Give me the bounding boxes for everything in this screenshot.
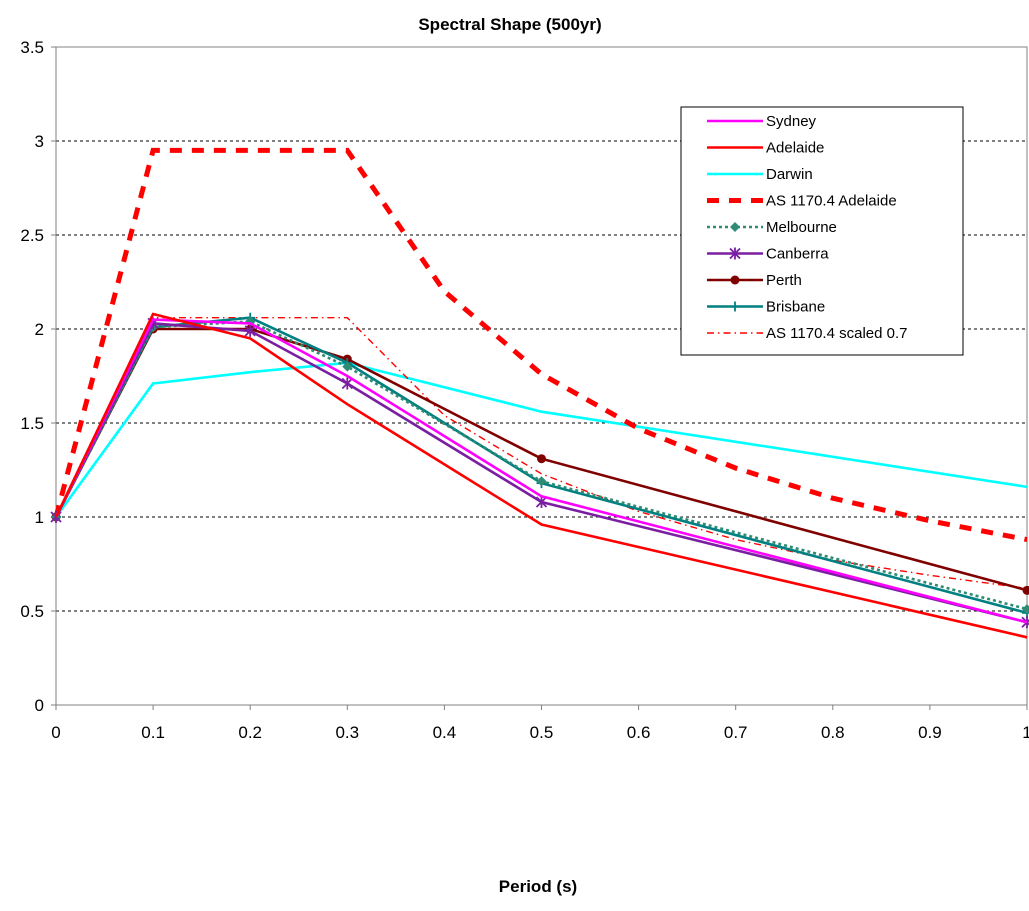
- legend-marker-brisbane: [730, 301, 740, 312]
- x-tick-label-3: 0.3: [335, 723, 359, 742]
- series-line-sydney: [54, 318, 1028, 624]
- x-tick-label-2: 0.2: [238, 723, 262, 742]
- axes: 0 0.5 1 1.5 2 2.5 3 3.5 0 0.1 0.2 0.3 0.4 0.5 0.6 0.7 0.…: [20, 38, 1029, 742]
- x-axis-title: Period (s): [499, 877, 577, 896]
- point-canberra-2: [244, 324, 256, 337]
- x-tick-label-1: 0.1: [141, 723, 165, 742]
- legend-entry-darwin: Darwin: [707, 166, 813, 183]
- x-tick-label-5: 0.5: [530, 723, 554, 742]
- series-line-as-1170-4-scaled-0-7: [55, 317, 1028, 590]
- y-tick-label-3: 1.5: [20, 414, 44, 433]
- series-line-melbourne: [54, 320, 1028, 611]
- x-tick-label-6: 0.6: [627, 723, 651, 742]
- series-line-darwin: [54, 361, 1028, 518]
- legend-marker-perth: [730, 275, 740, 285]
- legend-label-adelaide: Adelaide: [766, 140, 824, 157]
- legend-label-darwin: Darwin: [766, 166, 813, 183]
- point-melbourne-5: [1022, 604, 1029, 615]
- series-as-1170-4-scaled-0-7: [55, 317, 1028, 590]
- y-tick-label-1: 0.5: [20, 602, 44, 621]
- legend-marker-canberra: [729, 247, 741, 260]
- series-as-1170-4-adelaide: [53, 147, 1028, 543]
- y-tick-label-6: 3: [35, 132, 44, 151]
- y-tick-label-5: 2.5: [20, 226, 44, 245]
- y-tick-label-2: 1: [35, 508, 44, 527]
- x-tick-label-8: 0.8: [821, 723, 845, 742]
- y-tick-label-7: 3.5: [20, 38, 44, 57]
- series-line-as-1170-4-adelaide: [53, 147, 1028, 543]
- series-adelaide: [54, 312, 1028, 639]
- legend-box: [680, 106, 964, 356]
- series-sydney: [54, 318, 1028, 624]
- legend-entry-as-1170-4-scaled-0-7: AS 1170.4 scaled 0.7: [707, 325, 908, 342]
- x-tick-label-4: 0.4: [433, 723, 457, 742]
- legend-label-canberra: Canberra: [766, 246, 829, 263]
- legend-entry-as-1170-4-adelaide: AS 1170.4 Adelaide: [707, 193, 897, 210]
- series-group: [50, 147, 1029, 639]
- point-canberra-3: [341, 377, 353, 390]
- legend-entry-melbourne: Melbourne: [707, 219, 837, 236]
- point-perth-5: [1022, 585, 1029, 595]
- x-tick-label-0: 0: [51, 723, 60, 742]
- legend-entry-canberra: Canberra: [707, 246, 829, 263]
- legend-label-brisbane: Brisbane: [766, 299, 825, 316]
- legend-entry-sydney: Sydney: [707, 113, 817, 130]
- legend-label-as-1170-4-adelaide: AS 1170.4 Adelaide: [766, 193, 897, 210]
- series-perth: [51, 324, 1029, 595]
- series-line-adelaide: [54, 312, 1028, 639]
- legend-entry-brisbane: Brisbane: [707, 299, 825, 316]
- series-darwin: [54, 361, 1028, 518]
- point-canberra-4: [535, 495, 548, 508]
- legend-label-sydney: Sydney: [766, 113, 817, 130]
- legend-label-as-1170-4-scaled-0-7: AS 1170.4 scaled 0.7: [766, 325, 908, 342]
- chart-title: Spectral Shape (500yr): [418, 15, 601, 34]
- x-tick-label-10: 1: [1022, 723, 1029, 742]
- y-tick-label-4: 2: [35, 320, 44, 339]
- legend: Sydney Adelaide Darwin AS 1170.4 Adelaide Me…: [680, 106, 964, 356]
- point-perth-4: [537, 454, 546, 464]
- legend-entry-perth: Perth: [707, 272, 802, 289]
- legend-entry-adelaide: Adelaide: [707, 140, 824, 157]
- legend-marker-melbourne: [730, 222, 740, 232]
- series-line-canberra: [54, 322, 1028, 624]
- legend-label-perth: Perth: [766, 272, 802, 289]
- point-melbourne-4: [536, 476, 547, 487]
- x-tick-label-7: 0.7: [724, 723, 748, 742]
- point-melbourne-3: [342, 361, 353, 372]
- y-tick-label-0: 0: [35, 696, 44, 715]
- series-line-brisbane: [54, 316, 1028, 615]
- x-tick-label-9: 0.9: [918, 723, 942, 742]
- legend-label-melbourne: Melbourne: [766, 219, 837, 236]
